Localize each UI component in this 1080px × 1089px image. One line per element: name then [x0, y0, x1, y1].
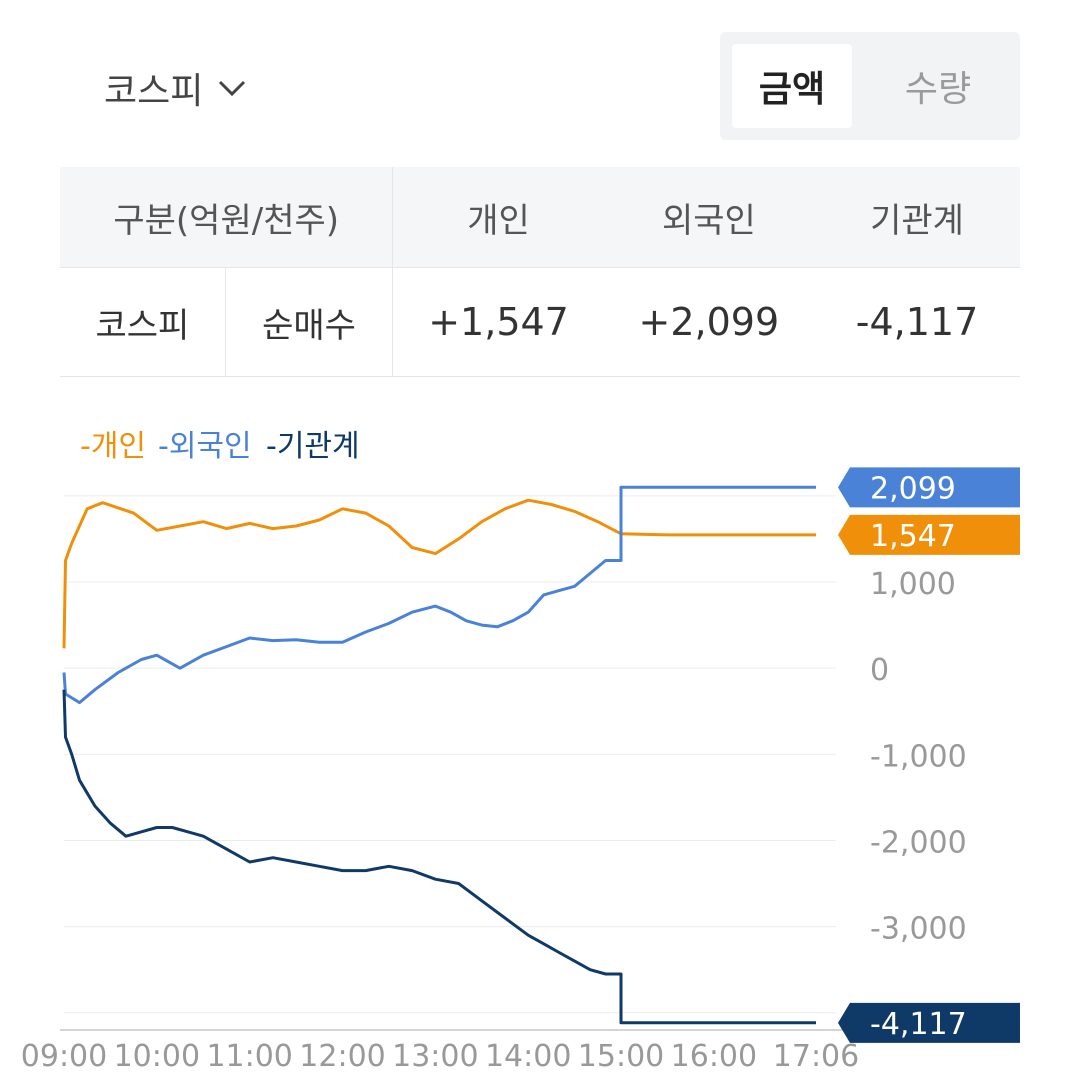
row-institution-value: -4,117	[814, 267, 1020, 377]
unit-toggle: 금액 수량	[720, 32, 1020, 140]
y-tick-label: 0	[870, 653, 889, 688]
header-category: 구분(억원/천주)	[60, 167, 394, 268]
series-line-기관계	[62, 689, 816, 1025]
legend-item: -외국인	[158, 429, 252, 464]
x-tick-label: 12:00	[299, 1039, 385, 1074]
x-tick-label: 13:00	[392, 1039, 478, 1074]
row-foreign-value: +2,099	[603, 267, 815, 377]
end-value-flag	[838, 514, 1020, 555]
y-tick-label: -3,000	[870, 912, 967, 947]
x-tick-label: 11:00	[206, 1039, 292, 1074]
y-tick-label: -1,000	[870, 739, 967, 774]
table-header-row: 구분(억원/천주) 개인 외국인 기관계	[60, 167, 1020, 268]
x-tick-label: 09:00	[21, 1039, 107, 1074]
x-tick-label: 10:00	[114, 1039, 200, 1074]
series-line-개인	[62, 498, 816, 649]
end-value-label: 2,099	[870, 471, 956, 506]
market-selector-label: 코스피	[104, 71, 204, 112]
chevron-down-icon	[219, 80, 246, 97]
row-individual-value: +1,547	[392, 267, 604, 377]
header-foreign: 외국인	[603, 167, 815, 268]
row-market: 코스피	[60, 267, 226, 377]
x-tick-label: 14:00	[485, 1039, 571, 1074]
investor-summary-table: 구분(억원/천주) 개인 외국인 기관계 코스피 순매수 +1,547 +2,0…	[60, 167, 1020, 377]
end-value-label: -4,117	[870, 1007, 967, 1042]
series-line-외국인	[62, 485, 816, 705]
x-tick-label: 17:06	[773, 1039, 859, 1074]
legend-item: -개인	[80, 429, 146, 464]
header-institution: 기관계	[814, 167, 1020, 268]
end-value-flag	[838, 1002, 1020, 1043]
y-tick-label: 1,000	[870, 567, 956, 602]
x-tick-label: 16:00	[671, 1039, 757, 1074]
legend-item: -기관계	[266, 429, 360, 464]
market-selector[interactable]: 코스피	[104, 62, 247, 114]
y-tick-label: -2,000	[870, 825, 967, 860]
row-type: 순매수	[225, 267, 394, 377]
table-row: 코스피 순매수 +1,547 +2,099 -4,117	[60, 267, 1020, 377]
x-tick-label: 15:00	[578, 1039, 664, 1074]
tab-amount[interactable]: 금액	[732, 44, 852, 128]
tab-quantity[interactable]: 수량	[904, 69, 972, 110]
header-individual: 개인	[392, 167, 604, 268]
end-value-label: 1,547	[870, 519, 956, 554]
end-value-flag	[838, 467, 1020, 508]
